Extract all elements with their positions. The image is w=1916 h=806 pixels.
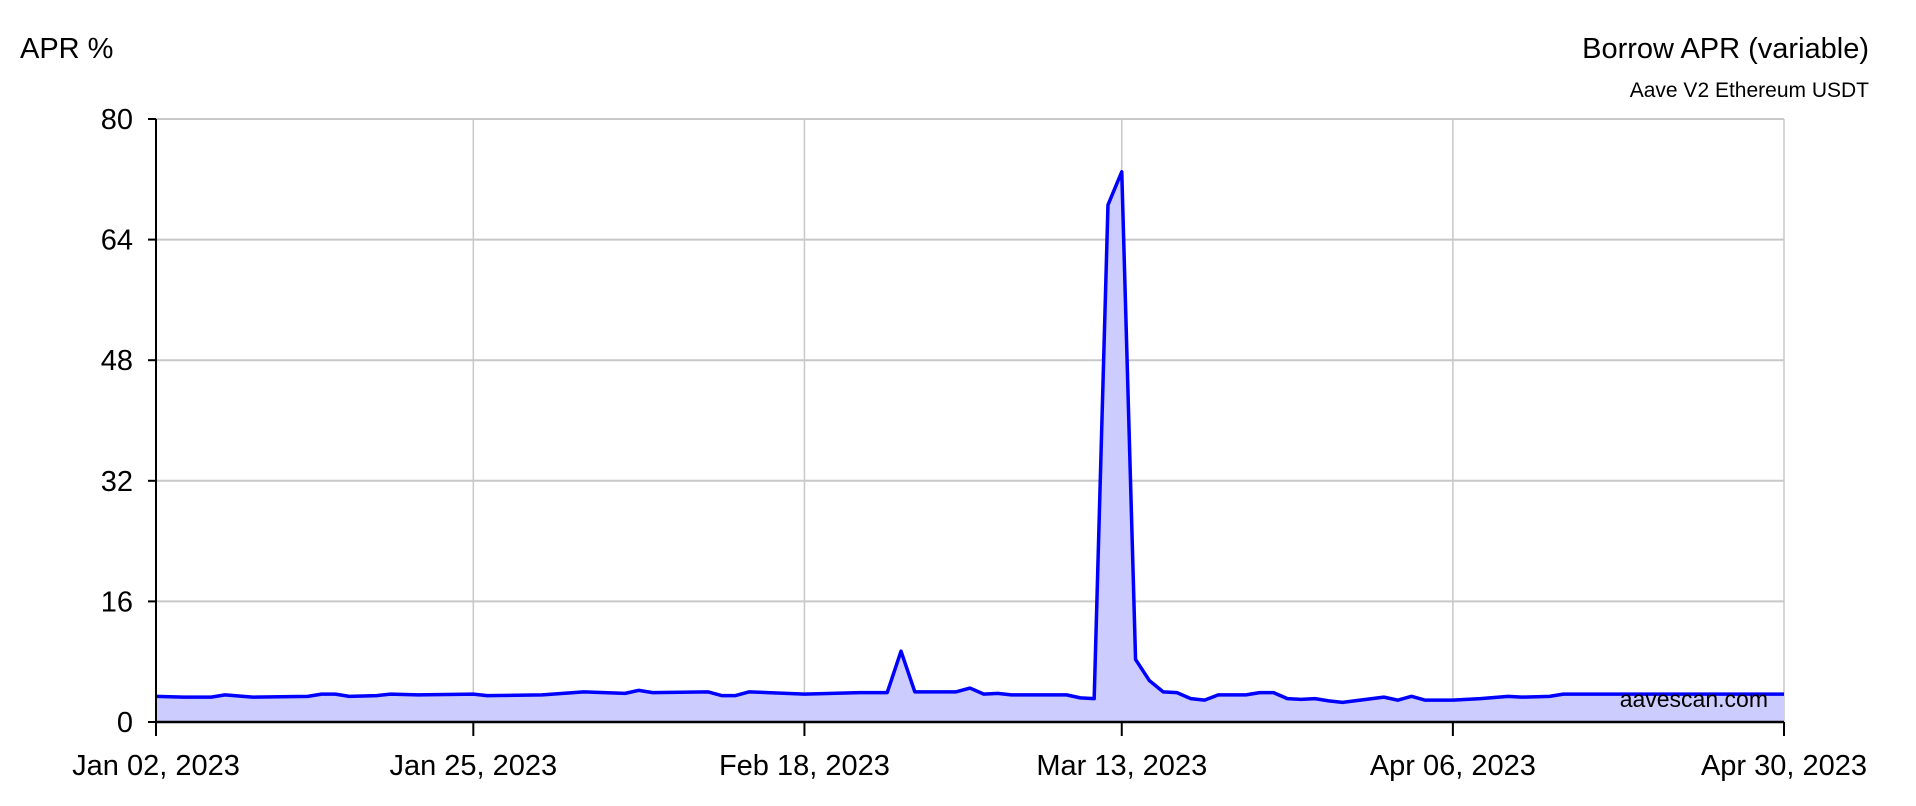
x-tick-label: Apr 06, 2023 xyxy=(1370,750,1536,782)
x-tick-label: Jan 25, 2023 xyxy=(389,750,557,782)
x-tick-label: Jan 02, 2023 xyxy=(72,750,240,782)
y-tick-label: 16 xyxy=(101,586,133,618)
x-tick-label: Feb 18, 2023 xyxy=(719,750,890,782)
series-area-fill xyxy=(156,171,1784,722)
x-tick-label: Apr 30, 2023 xyxy=(1701,750,1867,782)
y-axis-ticks: 0 16 32 48 64 80 xyxy=(101,104,156,739)
axes xyxy=(155,119,1784,724)
y-tick-label: 32 xyxy=(101,466,133,498)
y-tick-label: 64 xyxy=(101,225,133,257)
y-axis-label: APR % xyxy=(20,33,113,65)
chart-title: Borrow APR (variable) xyxy=(1582,33,1869,65)
y-tick-label: 48 xyxy=(101,345,133,377)
x-axis-ticks: Jan 02, 2023 Jan 25, 2023 Feb 18, 2023 Mar … xyxy=(72,722,1867,782)
chart-subtitle: Aave V2 Ethereum USDT xyxy=(1630,79,1869,102)
grid xyxy=(155,118,1785,723)
y-tick-label: 80 xyxy=(101,104,133,136)
y-tick-label: 0 xyxy=(117,707,133,739)
data-points xyxy=(156,172,1784,703)
series-line xyxy=(155,170,1784,705)
x-tick-label: Mar 13, 2023 xyxy=(1036,750,1207,782)
watermark: aavescan.com xyxy=(1620,686,1768,712)
